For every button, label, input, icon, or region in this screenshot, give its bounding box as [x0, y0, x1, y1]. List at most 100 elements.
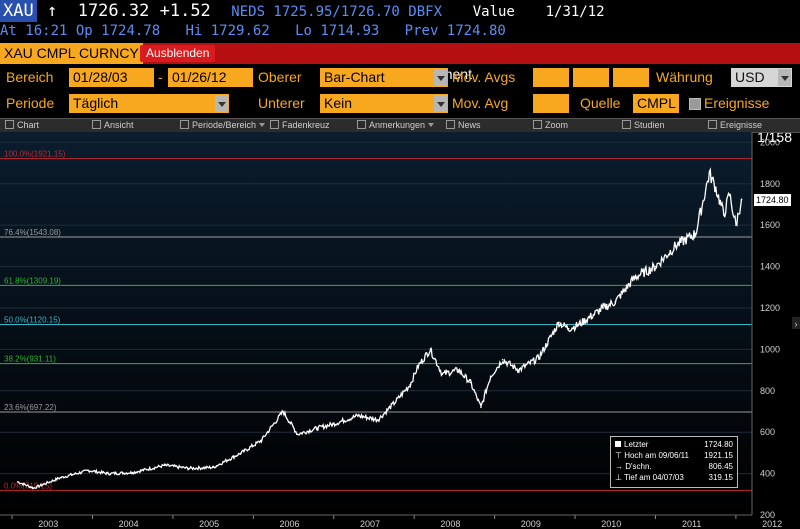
price-point: [59, 476, 62, 479]
price-point: [723, 214, 725, 216]
period-select[interactable]: Täglich: [69, 94, 229, 113]
price-point: [164, 464, 166, 467]
mov-avg-field-2[interactable]: [573, 68, 609, 87]
y-tick-label: 1400: [760, 262, 780, 272]
price-point: [131, 471, 134, 474]
price-point: [409, 383, 411, 386]
x-tick-label: 2009: [521, 519, 541, 529]
price-point: [377, 418, 379, 421]
price-point: [567, 327, 570, 330]
prev-price: Prev 1724.80: [404, 23, 506, 39]
chevron-down-icon: [259, 123, 266, 127]
toolbar-zoom-menu[interactable]: Zoom: [533, 119, 568, 132]
x-tick-label: 2011: [682, 519, 701, 529]
price-point: [489, 375, 492, 378]
legend-average: → D'schn. 806.45: [615, 462, 733, 471]
events-icon: [708, 120, 717, 129]
view-icon: [92, 120, 101, 129]
x-tick-label: 2004: [119, 519, 139, 529]
x-tick-label: 2005: [199, 519, 219, 529]
open-price: Op 1724.78: [75, 23, 161, 39]
upper-chart-select[interactable]: Bar-Chart: [320, 68, 448, 87]
legend-high: ⊤ Hoch am 09/06/11 1921.15: [615, 451, 733, 460]
toolbar-studies-menu[interactable]: Studien: [622, 119, 665, 132]
chevron-down-icon[interactable]: [778, 69, 791, 86]
source-field[interactable]: CMPL: [633, 94, 679, 113]
chart-toolbar: Chart Ansicht Periode/Bereich Fadenkreuz…: [0, 118, 800, 133]
price-point: [188, 467, 190, 470]
x-tick-label: 2012: [762, 519, 782, 529]
source-quote: NEDS 1725.95/1726.70 DBFX: [231, 4, 442, 20]
last-price-tag: 1724.80: [754, 194, 791, 206]
security-label[interactable]: XAU CMPL CURNCY: [0, 43, 143, 64]
fib-level-label: 50.0%(1120.15): [4, 316, 61, 325]
toolbar-chart-menu[interactable]: Chart: [5, 119, 39, 132]
quote-time: At 16:21: [0, 23, 68, 39]
x-tick-label: 2008: [440, 519, 460, 529]
currency-value: USD: [735, 69, 765, 85]
mov-avg-field-3[interactable]: [613, 68, 649, 87]
y-tick-label: 600: [760, 427, 775, 437]
events-checkbox[interactable]: [689, 98, 701, 110]
y-tick-label: 1600: [760, 220, 780, 230]
y-tick-label: 200: [760, 510, 775, 520]
chevron-down-icon[interactable]: [215, 95, 228, 112]
legend-low: ⊥ Tief am 04/07/03 319.15: [615, 473, 733, 482]
chevron-down-icon[interactable]: [434, 69, 447, 86]
currency-label: Währung: [656, 69, 713, 85]
price-point: [240, 452, 243, 454]
chevron-down-icon[interactable]: [434, 95, 447, 112]
square-icon: [615, 441, 621, 447]
price-point: [429, 348, 432, 351]
price-point: [282, 410, 284, 413]
y-tick-label: 800: [760, 386, 775, 396]
high-price: Hi 1729.62: [185, 23, 270, 39]
lower-chart-select[interactable]: Kein: [320, 94, 448, 113]
upper-label: Oberer: [258, 69, 302, 85]
end-date-field[interactable]: 01/26/12: [168, 68, 253, 87]
currency-select[interactable]: USD: [731, 68, 792, 87]
chevron-right-icon[interactable]: ›: [795, 319, 798, 329]
price-point: [457, 369, 460, 371]
y-tick-label: 1800: [760, 179, 780, 189]
toolbar-events-menu[interactable]: Ereignisse: [708, 119, 762, 132]
low-marker-icon: ⊥: [615, 473, 625, 482]
net-change: +1.52: [159, 1, 211, 21]
high-marker-icon: ⊤: [615, 451, 625, 460]
y-tick-label: 1000: [760, 344, 780, 354]
x-tick-label: 2007: [360, 519, 380, 529]
lower-label: Unterer: [258, 95, 305, 111]
source-label: Quelle: [580, 95, 621, 111]
price-point: [517, 369, 520, 371]
price-point: [674, 245, 677, 247]
calendar-icon: [180, 120, 189, 129]
period-label: Periode: [6, 95, 55, 111]
price-point: [107, 472, 110, 475]
fib-level-label: 61.8%(1309.19): [4, 276, 61, 285]
scroll-handle[interactable]: [792, 317, 800, 329]
news-icon: [446, 120, 455, 129]
price-series-line: [17, 167, 743, 490]
toolbar-annotations-menu[interactable]: Anmerkungen: [357, 119, 435, 132]
price-point: [614, 300, 617, 303]
price-point: [16, 481, 19, 483]
price-point: [212, 466, 214, 469]
start-date-field[interactable]: 01/28/03: [69, 68, 154, 87]
price-point: [316, 427, 319, 429]
toolbar-news-menu[interactable]: News: [446, 119, 481, 132]
mov-avg-field-lower[interactable]: [533, 94, 569, 113]
legend-last: Letzter 1724.80: [615, 440, 733, 450]
mov-avgs-label: Mov. Avgs: [452, 69, 516, 85]
value-label: Value: [472, 4, 515, 20]
price-point: [469, 381, 472, 384]
date-separator: -: [158, 69, 163, 85]
toolbar-period-menu[interactable]: Periode/Bereich: [180, 119, 266, 132]
ticker[interactable]: XAU: [0, 0, 37, 22]
mov-avg-field-1[interactable]: [533, 68, 569, 87]
title-bar: Fibonacci Retracement XAU CMPL CURNCY Au…: [0, 43, 800, 145]
toolbar-crosshair-menu[interactable]: Fadenkreuz: [270, 119, 330, 132]
hide-button[interactable]: Ausblenden: [140, 45, 216, 62]
price-point: [87, 469, 90, 472]
chart-icon: [5, 120, 14, 129]
toolbar-view-menu[interactable]: Ansicht: [92, 119, 134, 132]
